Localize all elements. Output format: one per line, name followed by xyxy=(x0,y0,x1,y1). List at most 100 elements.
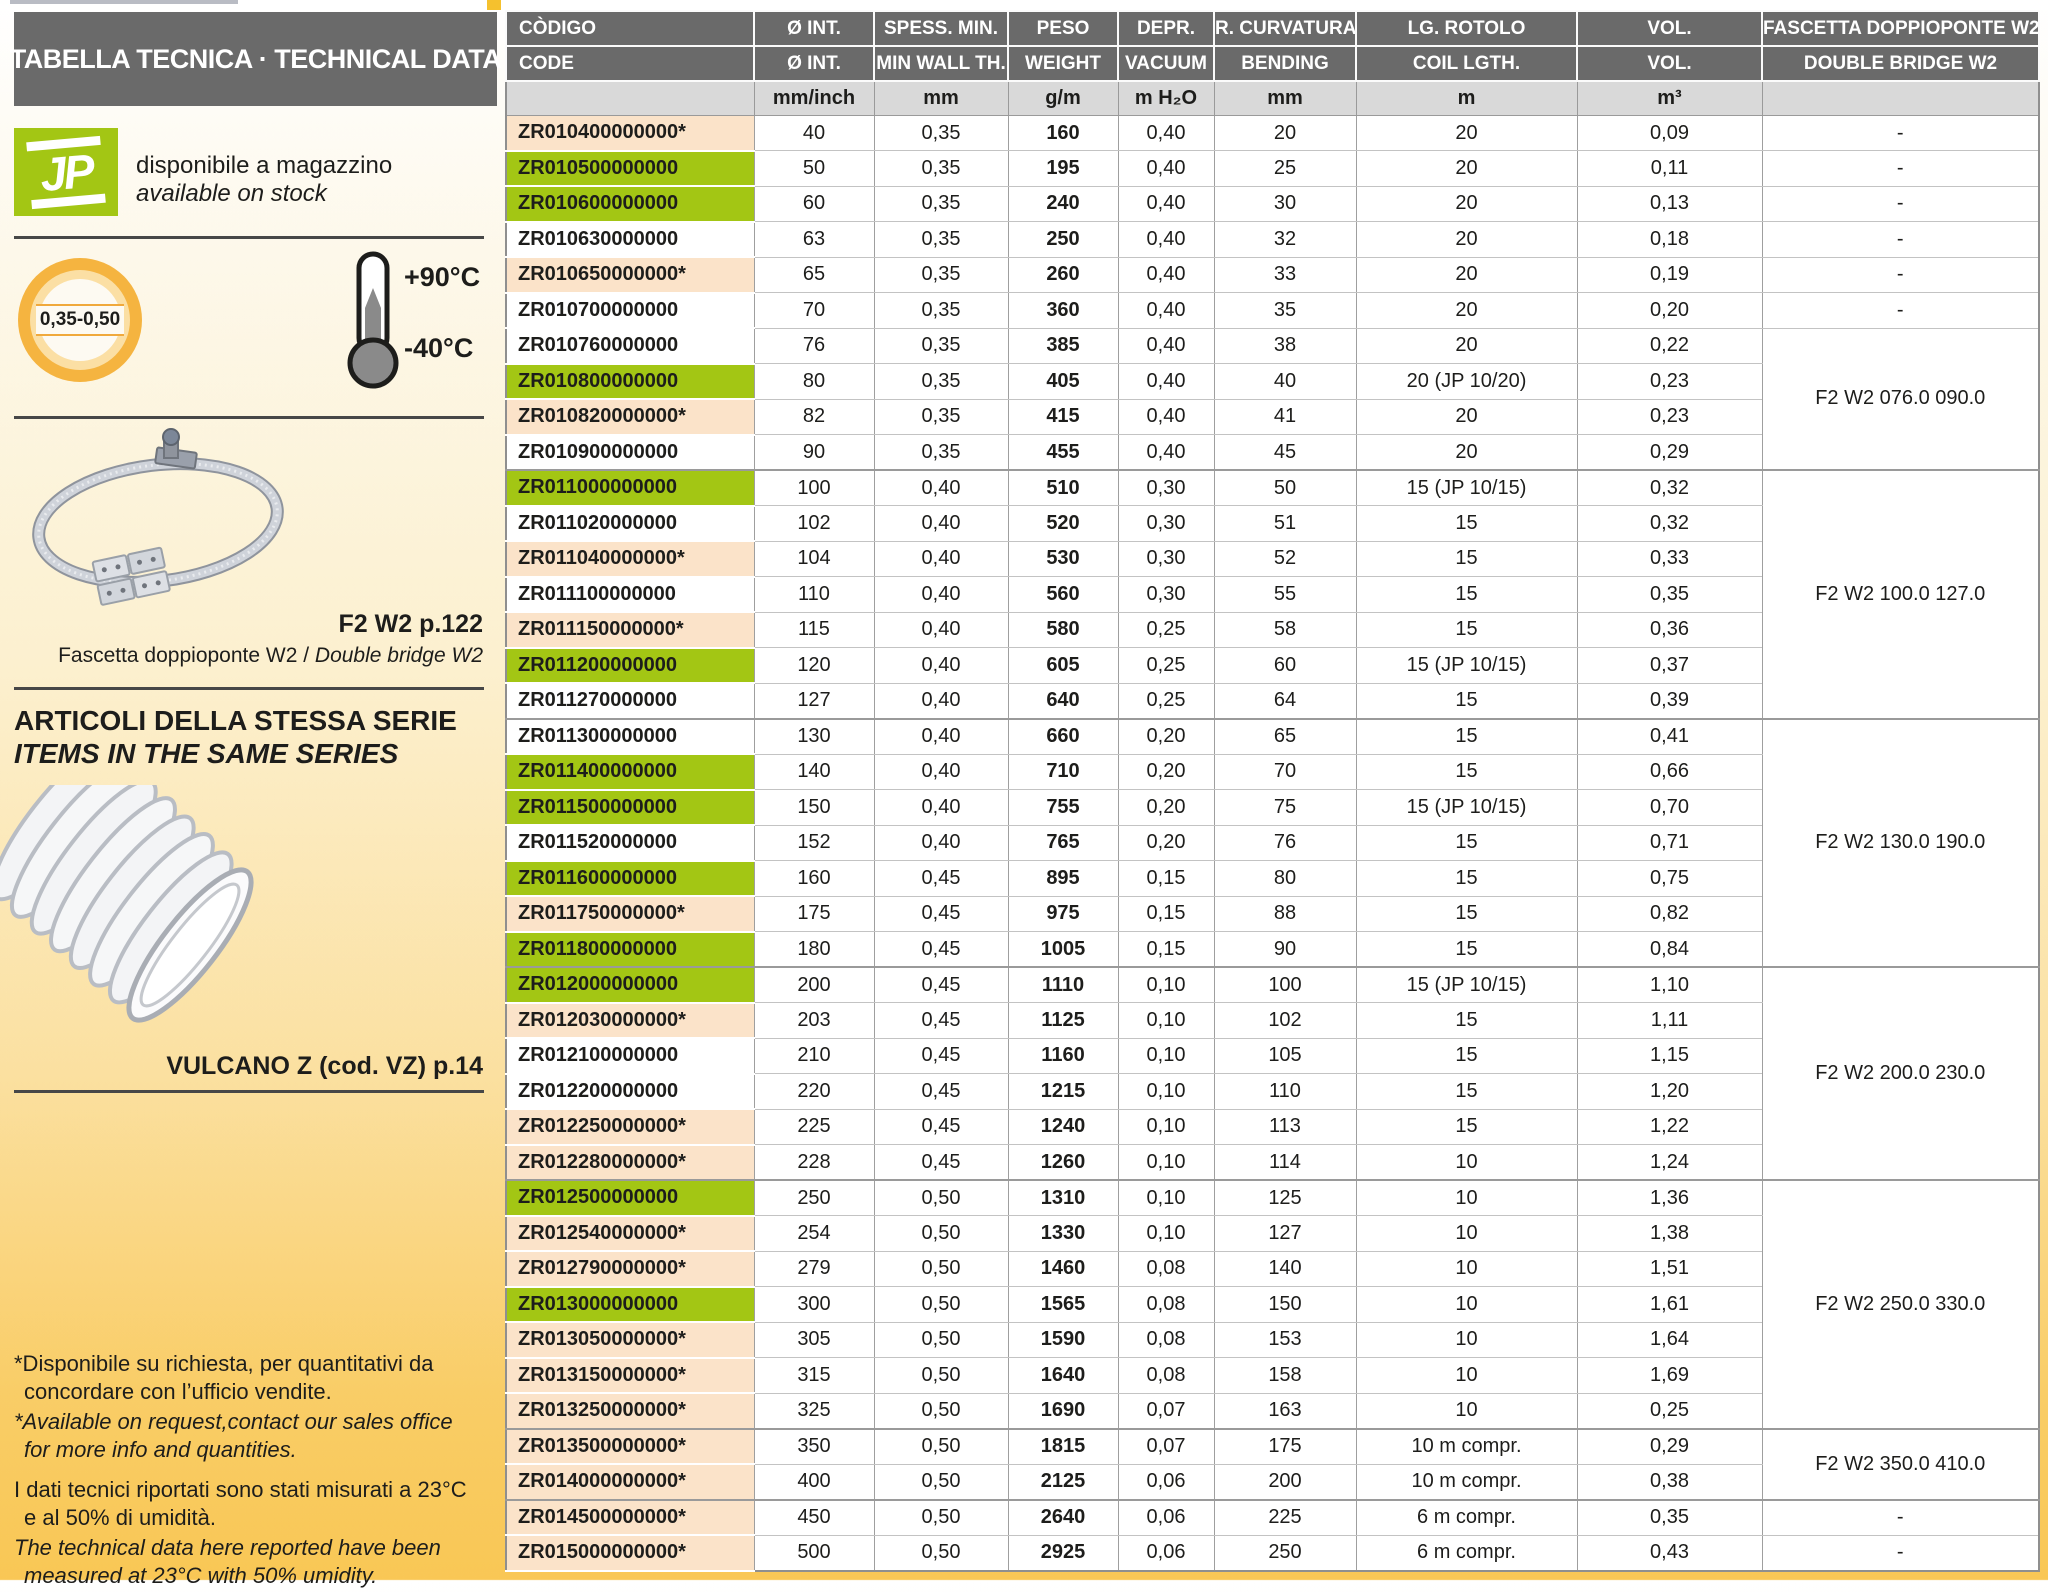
technical-table: CÒDIGO Ø INT. SPESS. MIN. PESO DEPR. R. CURVA… xyxy=(505,10,2040,1572)
code-cell: ZR012540000000* xyxy=(505,1215,755,1252)
table-row: ZR012500000000 250 0,50 1310 0,10 125 10 1,36 F2… xyxy=(505,1180,2040,1430)
bending-radius-cell: 40 xyxy=(1213,363,1357,400)
volume-cell: 0,32 xyxy=(1576,470,1763,506)
bending-radius-cell: 88 xyxy=(1213,896,1357,932)
coil-length-cell: 15 xyxy=(1355,825,1578,861)
coil-length-cell: 15 xyxy=(1355,683,1578,720)
table-row: ZR011000000000 100 0,40 510 0,30 50 15 (JP 10/… xyxy=(505,470,2040,720)
weight-cell: 605 xyxy=(1007,647,1119,684)
coil-length-cell: 15 xyxy=(1355,860,1578,897)
volume-cell: 1,51 xyxy=(1576,1251,1763,1287)
vacuum-cell: 0,06 xyxy=(1117,1464,1215,1501)
wall-thickness-cell: 0,50 xyxy=(873,1499,1009,1536)
table-row: ZR013500000000* 350 0,50 1815 0,07 175 10 m co… xyxy=(505,1428,2040,1501)
temp-max-label: +90°C xyxy=(404,262,481,292)
weight-cell: 385 xyxy=(1007,328,1119,364)
code-cell: ZR012000000000 xyxy=(505,967,755,1004)
clamp-cell: F2 W2 130.0 190.0 xyxy=(1761,718,2040,968)
volume-cell: 0,75 xyxy=(1576,860,1763,897)
table-row: ZR010500000000 50 0,35 195 0,40 25 20 0,11- xyxy=(505,150,2040,187)
stock-note-it: disponibile a magazzino xyxy=(136,152,393,179)
bending-radius-cell: 114 xyxy=(1213,1144,1357,1181)
table-row: ZR010400000000* 40 0,35 160 0,40 20 20 0,09- xyxy=(505,115,2040,152)
diameter-cell: 180 xyxy=(753,931,875,968)
weight-cell: 765 xyxy=(1007,825,1119,861)
bending-radius-cell: 51 xyxy=(1213,505,1357,542)
bending-radius-cell: 55 xyxy=(1213,576,1357,613)
code-cell: ZR010700000000 xyxy=(505,292,755,329)
code-cell: ZR013050000000* xyxy=(505,1322,755,1359)
wall-thickness-cell: 0,50 xyxy=(873,1180,1009,1216)
volume-cell: 0,70 xyxy=(1576,789,1763,826)
page-title-text: TABELLA TECNICA · TECHNICAL DATA xyxy=(9,43,502,74)
vacuum-cell: 0,40 xyxy=(1117,186,1215,222)
volume-cell: 0,25 xyxy=(1576,1393,1763,1430)
coil-length-cell: 15 (JP 10/15) xyxy=(1355,789,1578,826)
volume-cell: 0,09 xyxy=(1576,115,1763,151)
volume-cell: 1,11 xyxy=(1576,1002,1763,1039)
table-row: ZR011500000000 150 0,40 755 0,20 75 15 (JP 10/… xyxy=(505,789,2039,826)
table-row: ZR011200000000 120 0,40 605 0,25 60 15 (JP 10/… xyxy=(505,647,2039,684)
clamp-caption-separator: / xyxy=(297,644,315,667)
code-cell: ZR012790000000* xyxy=(505,1251,755,1288)
bending-radius-cell: 105 xyxy=(1213,1038,1357,1074)
wall-thickness-cell: 0,35 xyxy=(873,292,1009,329)
bending-radius-cell: 163 xyxy=(1213,1393,1357,1430)
wall-thickness-cell: 0,50 xyxy=(873,1251,1009,1287)
wall-thickness-cell: 0,40 xyxy=(873,789,1009,826)
clamp-cell: - xyxy=(1761,292,2040,329)
table-row: ZR013000000000 300 0,50 1565 0,08 150 10 1,61 xyxy=(505,1286,2039,1323)
wall-thickness-cell: 0,40 xyxy=(873,825,1009,861)
wall-thickness-cell: 0,50 xyxy=(873,1322,1009,1358)
weight-cell: 1590 xyxy=(1007,1322,1119,1358)
code-cell: ZR011750000000* xyxy=(505,896,755,933)
table-row: ZR010800000000 80 0,35 405 0,40 40 20 (JP 10/2… xyxy=(505,363,2039,400)
diameter-cell: 115 xyxy=(753,612,875,648)
table-row: ZR012100000000 210 0,45 1160 0,10 105 15 1,15 xyxy=(505,1038,2039,1075)
coil-length-cell: 10 xyxy=(1355,1251,1578,1287)
volume-cell: 0,20 xyxy=(1576,292,1763,329)
code-cell: ZR010760000000 xyxy=(505,328,755,365)
table-row: ZR011100000000 110 0,40 560 0,30 55 15 0,35 xyxy=(505,576,2039,613)
vacuum-cell: 0,40 xyxy=(1117,363,1215,400)
weight-cell: 1260 xyxy=(1007,1144,1119,1181)
coil-length-cell: 10 m compr. xyxy=(1355,1464,1578,1501)
table-row: ZR015000000000* 500 0,50 2925 0,06 250 6 m com… xyxy=(505,1535,2040,1572)
table-row: ZR012000000000 200 0,45 1110 0,10 100 15 (JP 1… xyxy=(505,967,2040,1181)
wall-thickness-cell: 0,50 xyxy=(873,1286,1009,1323)
diameter-cell: 250 xyxy=(753,1180,875,1216)
wall-thickness-cell: 0,35 xyxy=(873,328,1009,364)
clamp-cell: F2 W2 100.0 127.0 xyxy=(1761,470,2040,720)
column-header: BENDING xyxy=(1213,45,1357,82)
wall-thickness-cell: 0,35 xyxy=(873,434,1009,471)
vacuum-cell: 0,30 xyxy=(1117,541,1215,577)
table-row: ZR010600000000 60 0,35 240 0,40 30 20 0,13- xyxy=(505,186,2040,223)
jp-stock-icon: JP xyxy=(14,128,118,216)
table-row: ZR011520000000 152 0,40 765 0,20 76 15 0,71 xyxy=(505,825,2039,862)
jp-logo-text: JP xyxy=(38,143,94,201)
bending-radius-cell: 52 xyxy=(1213,541,1357,577)
stock-note-en: available on stock xyxy=(136,180,327,207)
page-edge-line xyxy=(10,0,238,4)
volume-cell: 0,38 xyxy=(1576,1464,1763,1501)
page-edge-tick xyxy=(487,0,501,10)
wall-thickness-core: 0,35-0,50 xyxy=(35,279,125,361)
wall-thickness-cell: 0,50 xyxy=(873,1464,1009,1501)
weight-cell: 2640 xyxy=(1007,1499,1119,1536)
unit-cell xyxy=(1761,80,2040,116)
code-cell: ZR013500000000* xyxy=(505,1428,755,1465)
volume-cell: 0,32 xyxy=(1576,505,1763,542)
diameter-cell: 152 xyxy=(753,825,875,861)
code-cell: ZR011400000000 xyxy=(505,754,755,791)
coil-length-cell: 15 xyxy=(1355,754,1578,790)
wall-thickness-ring: 0,35-0,50 xyxy=(30,270,130,370)
bending-radius-cell: 30 xyxy=(1213,186,1357,222)
bending-radius-cell: 153 xyxy=(1213,1322,1357,1358)
vacuum-cell: 0,06 xyxy=(1117,1535,1215,1571)
bending-radius-cell: 60 xyxy=(1213,647,1357,684)
clamp-caption-it: Fascetta doppioponte W2 xyxy=(58,644,298,667)
diameter-cell: 300 xyxy=(753,1286,875,1323)
coil-length-cell: 10 xyxy=(1355,1393,1578,1430)
wall-thickness-cell: 0,40 xyxy=(873,683,1009,720)
wall-thickness-cell: 0,45 xyxy=(873,931,1009,968)
